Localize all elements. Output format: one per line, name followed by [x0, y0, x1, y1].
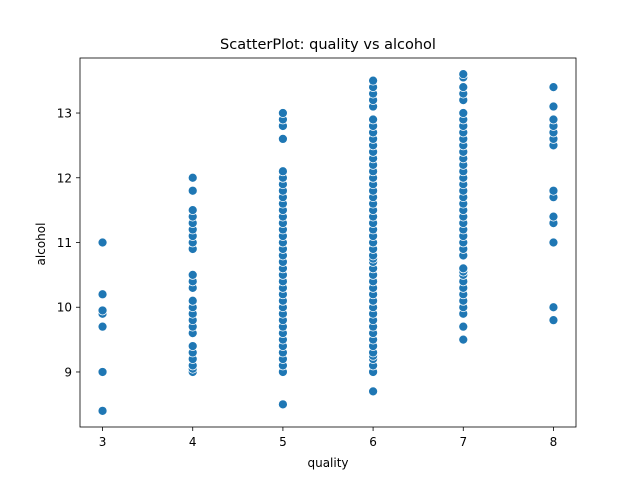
y-axis-label: alcohol [34, 223, 48, 266]
y-tick-label: 12 [57, 171, 72, 185]
y-tick-label: 13 [57, 107, 72, 121]
data-point [97, 367, 108, 377]
data-point [368, 114, 378, 125]
data-point [548, 185, 559, 196]
data-point [548, 302, 559, 313]
x-tick-label: 3 [99, 435, 107, 449]
data-point [97, 321, 108, 332]
data-point [458, 108, 469, 118]
y-tick-label: 9 [64, 365, 72, 379]
x-tick-label: 8 [550, 435, 558, 449]
data-point [458, 334, 469, 345]
data-point [187, 269, 198, 280]
data-point [548, 237, 559, 248]
data-point [187, 341, 198, 351]
y-tick-label: 11 [57, 236, 72, 250]
x-axis-ticks: 3 4 5 6 7 8 [99, 427, 558, 449]
data-point [458, 69, 469, 80]
data-point [368, 386, 378, 397]
data-point [97, 289, 108, 300]
data-point [97, 305, 108, 316]
chart-title: ScatterPlot: quality vs alcohol [220, 37, 436, 53]
data-point [97, 237, 108, 248]
data-point [278, 399, 288, 410]
data-point [548, 82, 559, 93]
data-point [458, 82, 469, 93]
data-point [278, 108, 288, 118]
data-point [368, 75, 378, 86]
x-tick-label: 4 [189, 435, 197, 449]
data-points [97, 69, 559, 416]
x-axis-label: quality [307, 456, 348, 470]
data-point [458, 263, 469, 274]
data-point [187, 295, 198, 306]
data-point [187, 172, 198, 183]
data-point [548, 114, 559, 125]
data-point [548, 101, 559, 112]
data-point [97, 405, 108, 416]
data-point [187, 205, 198, 216]
data-point [187, 185, 198, 196]
data-point [548, 211, 559, 222]
y-axis-ticks: 9 10 11 12 13 [57, 107, 80, 379]
data-point [278, 166, 288, 177]
data-point [278, 134, 288, 144]
data-point [548, 315, 559, 326]
x-tick-label: 5 [279, 435, 287, 449]
x-tick-label: 7 [459, 435, 467, 449]
data-point [458, 321, 469, 332]
y-tick-label: 10 [57, 301, 72, 315]
x-tick-label: 6 [369, 435, 377, 449]
